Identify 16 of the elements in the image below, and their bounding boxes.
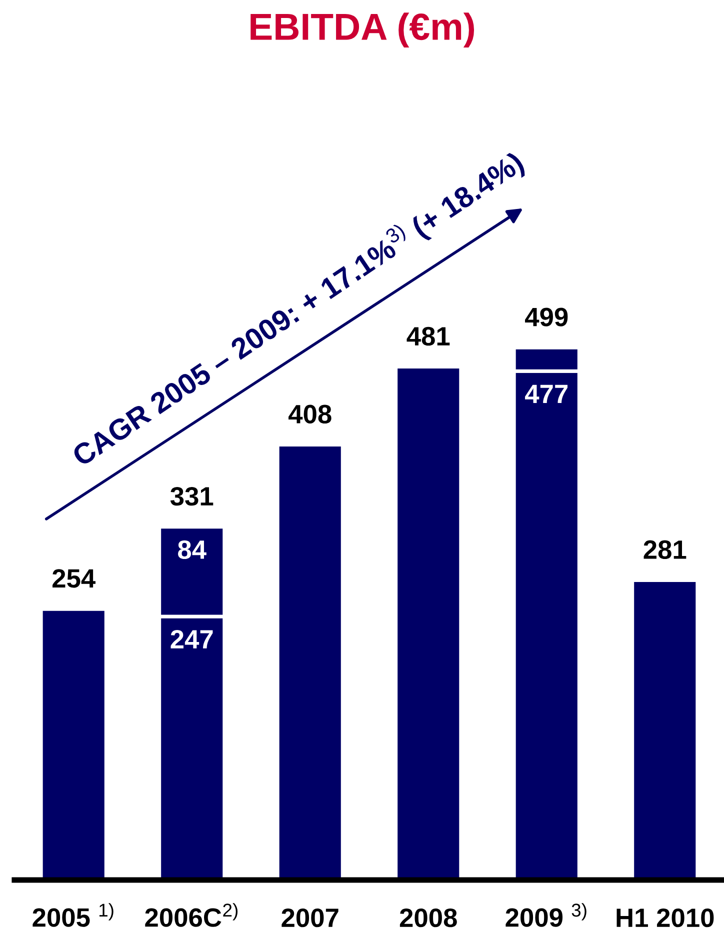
x-tick-label: H1 2010 (616, 908, 714, 928)
x-tick-label: 2007 (282, 908, 338, 928)
x-tick-label: 2006C$^{2)}$ (145, 903, 238, 927)
total-label: 499 (525, 308, 568, 326)
total-label: 281 (644, 540, 686, 559)
x-tick-label: 2008 (400, 908, 457, 928)
total-label: 254 (52, 569, 96, 588)
chart-title: EBITDA (€m) (250, 12, 474, 48)
data-label: 84 (178, 540, 206, 560)
data-label: 247 (170, 630, 213, 648)
data-label: 477 (525, 384, 568, 404)
x-tick-label: 2005 $^{1)}$ (32, 903, 114, 927)
total-label: 481 (406, 326, 450, 346)
total-label: 331 (170, 486, 214, 506)
x-tick-label: 2009 $^{3)}$ (506, 903, 586, 927)
total-label: 408 (288, 404, 332, 424)
